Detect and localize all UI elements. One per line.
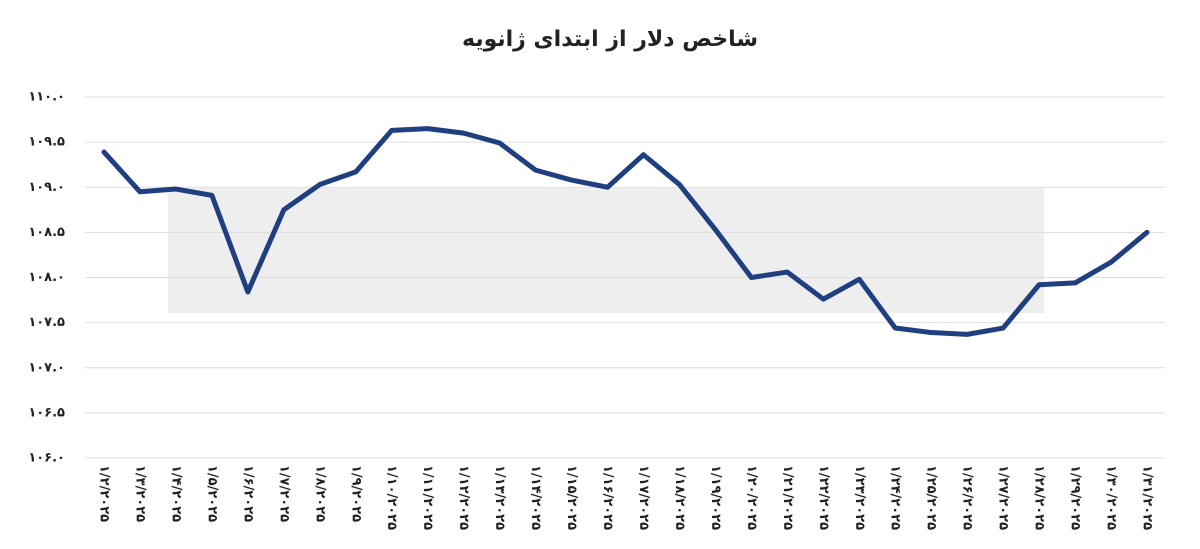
x-tick-label: ۱/۲۸/۲۰۲۵ <box>1032 465 1047 530</box>
x-tick-label: ۱/۱۴/۲۰۲۵ <box>528 465 543 530</box>
x-tick-label: ۱/۲۰/۲۰۲۵ <box>744 465 759 530</box>
y-tick-label: ۱۰۸.۵ <box>28 225 65 240</box>
x-tick-label: ۱/۲۱/۲۰۲۵ <box>780 465 795 530</box>
x-tick-label: ۱/۲۲/۲۰۲۵ <box>816 465 831 530</box>
x-tick-label: ۱/۱۷/۲۰۲۵ <box>636 465 651 530</box>
x-tick-label: ۱/۲/۲۰۲۵ <box>97 465 112 522</box>
y-tick-label: ۱۰۹.۰ <box>28 180 65 195</box>
x-tick-label: ۱/۲۵/۲۰۲۵ <box>924 465 939 530</box>
x-tick-label: ۱/۱۳/۲۰۲۵ <box>492 465 507 530</box>
x-tick-label: ۱/۳۰/۲۰۲۵ <box>1104 465 1119 530</box>
x-tick-label: ۱/۲۶/۲۰۲۵ <box>960 465 975 530</box>
y-tick-label: ۱۰۸.۰ <box>28 270 65 285</box>
x-tick-label: ۱/۸/۲۰۲۵ <box>312 465 327 522</box>
x-tick-label: ۱/۱۶/۲۰۲۵ <box>600 465 615 530</box>
x-tick-label: ۱/۴/۲۰۲۵ <box>168 465 183 522</box>
y-tick-label: ۱۱۰.۰ <box>28 90 65 105</box>
x-tick-label: ۱/۳۱/۲۰۲۵ <box>1140 465 1155 530</box>
line <box>101 126 1150 337</box>
x-tick-label: ۱/۱۵/۲۰۲۵ <box>564 465 579 530</box>
x-tick-label: ۱/۱۰/۲۰۲۵ <box>384 465 399 530</box>
x-tick-label: ۱/۱۹/۲۰۲۵ <box>708 465 723 530</box>
x-tick-label: ۱/۲۳/۲۰۲۵ <box>852 465 867 530</box>
x-tick-label: ۱/۶/۲۰۲۵ <box>240 465 255 522</box>
y-tick-label: ۱۰۹.۵ <box>28 135 65 150</box>
x-tick-label: ۱/۱۱/۲۰۲۵ <box>420 465 435 530</box>
x-tick-label: ۱/۲۴/۲۰۲۵ <box>888 465 903 530</box>
x-tick-label: ۱/۳/۲۰۲۵ <box>132 465 147 522</box>
x-tick-label: ۱/۹/۲۰۲۵ <box>348 465 363 522</box>
chart-title: شاخص دلار از ابتدای ژانویه <box>462 27 758 52</box>
x-tick-label: ۱/۱۸/۲۰۲۵ <box>672 465 687 530</box>
x-tick-label: ۱/۷/۲۰۲۵ <box>276 465 291 522</box>
x-tick-label: ۱/۵/۲۰۲۵ <box>204 465 219 522</box>
x-tick-label: ۱/۲۷/۲۰۲۵ <box>996 465 1011 530</box>
y-tick-label: ۱۰۷.۰ <box>28 360 65 375</box>
watermark <box>168 188 1044 313</box>
x-tick-label: ۱/۲۹/۲۰۲۵ <box>1068 465 1083 530</box>
y-tick-label: ۱۰۶.۵ <box>28 405 65 420</box>
y-tick-label: ۱۰۷.۵ <box>28 315 65 330</box>
y-tick-label: ۱۰۶.۰ <box>28 451 65 466</box>
x-tick-label: ۱/۱۲/۲۰۲۵ <box>456 465 471 530</box>
